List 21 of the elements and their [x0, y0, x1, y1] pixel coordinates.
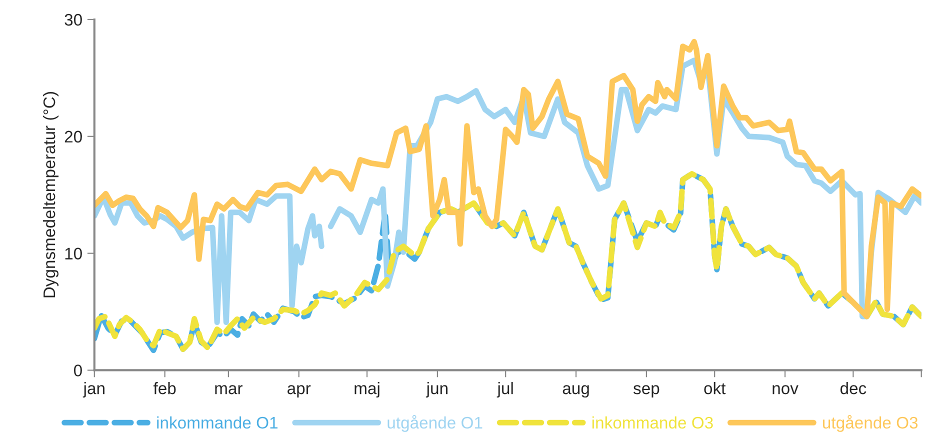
y-axis-title: Dygnsmedeltemperatur (°C)	[42, 92, 58, 298]
y-tick-label: 0	[74, 364, 82, 376]
y-tick-label: 10	[65, 248, 82, 260]
y-tick-label: 30	[64, 14, 82, 26]
x-tick-label: nov	[772, 385, 798, 394]
text: utgående O3	[823, 415, 918, 432]
x-tick-label: sep	[633, 385, 660, 398]
x-tick-label: feb	[153, 382, 176, 394]
x-tick-label: jun	[426, 382, 448, 398]
y-tick-label: 20	[64, 130, 82, 143]
text: inkommande O1	[157, 416, 278, 429]
text: utgående O1	[388, 415, 482, 432]
x-tick-label: okt	[704, 382, 726, 394]
x-tick-label: apr	[288, 385, 311, 398]
x-tick-label: mar	[215, 385, 243, 394]
x-tick-label: dec	[840, 382, 866, 394]
text: inkommande O3	[592, 416, 713, 429]
x-tick-label: jan	[82, 382, 104, 398]
x-tick-label: aug	[562, 385, 589, 398]
x-tick-label: maj	[354, 382, 380, 398]
x-tick-label: jul	[496, 382, 513, 398]
